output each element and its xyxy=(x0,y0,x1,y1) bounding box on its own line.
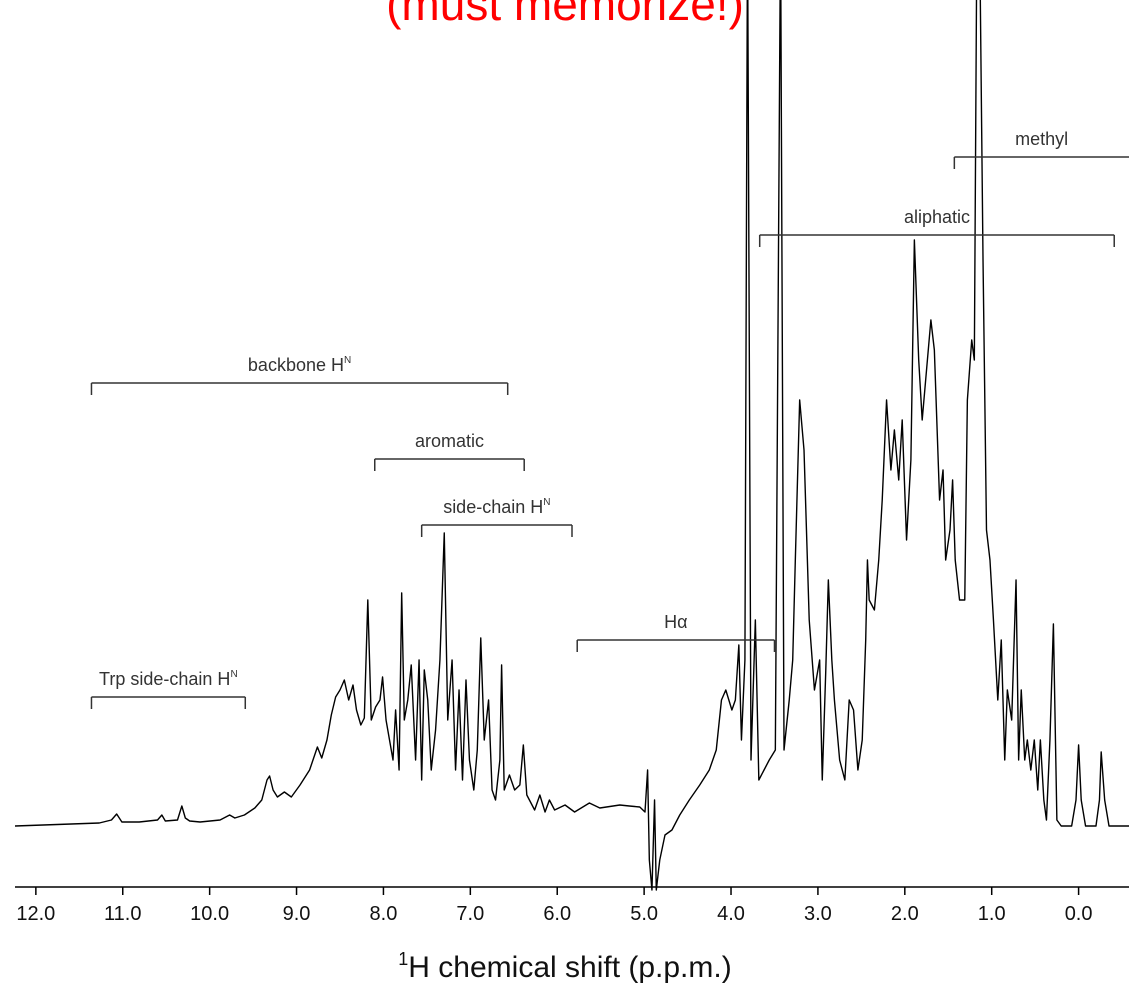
annotation-sup: N xyxy=(543,497,550,508)
x-tick-label: 9.0 xyxy=(283,903,311,925)
annotation-label: Trp side-chain HN xyxy=(99,669,238,689)
spectrum-line xyxy=(15,0,1129,891)
x-tick-label: 6.0 xyxy=(543,903,571,925)
x-tick-label: 5.0 xyxy=(630,903,658,925)
x-axis-label: 1H chemical shift (p.p.m.) xyxy=(398,949,731,984)
annotation-label: backbone HN xyxy=(248,355,351,375)
annotation-text: aromatic xyxy=(415,431,484,451)
x-tick-label: 11.0 xyxy=(104,903,141,925)
annotation-sup: N xyxy=(230,669,237,680)
x-tick-label: 10.0 xyxy=(190,903,229,925)
x-tick-label: 3.0 xyxy=(804,903,832,925)
x-tick-label: 2.0 xyxy=(891,903,919,925)
annotation-label: Hα xyxy=(664,612,687,632)
chart-title: (must memorize!) xyxy=(386,0,744,30)
x-tick-label: 0.0 xyxy=(1065,903,1093,925)
annotation-text: aliphatic xyxy=(904,207,970,227)
annotation-label: aromatic xyxy=(415,431,484,451)
x-axis-label-text: H chemical shift (p.p.m.) xyxy=(408,951,731,984)
annotation-label: side-chain HN xyxy=(443,497,550,517)
x-tick-label: 1.0 xyxy=(978,903,1006,925)
annotation-text: methyl xyxy=(1015,129,1068,149)
x-axis-label-sup: 1 xyxy=(398,949,408,969)
annotation-text: Trp side-chain H xyxy=(99,669,230,689)
plot-area xyxy=(15,0,1129,891)
x-tick-label: 8.0 xyxy=(370,903,398,925)
x-tick-label: 4.0 xyxy=(717,903,745,925)
annotation-text: side-chain H xyxy=(443,497,543,517)
annotation-label: aliphatic xyxy=(904,207,970,227)
annotation-label: methyl xyxy=(1015,129,1068,149)
annotation-sup: N xyxy=(344,355,351,366)
annotation-text: backbone H xyxy=(248,355,344,375)
x-tick-label: 12.0 xyxy=(16,903,55,925)
annotation-text: Hα xyxy=(664,612,687,632)
x-tick-label: 7.0 xyxy=(456,903,484,925)
